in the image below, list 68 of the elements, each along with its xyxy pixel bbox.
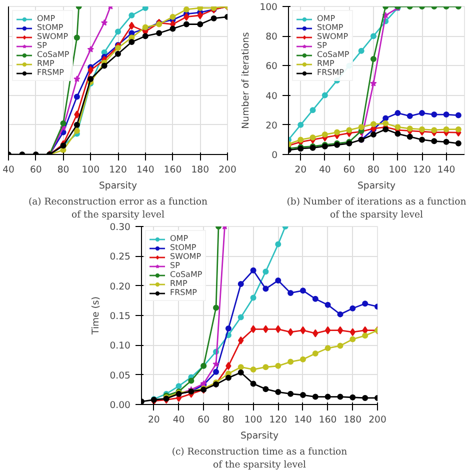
legend-label: OMP xyxy=(37,14,56,23)
x-tick-label: 80 xyxy=(57,164,70,176)
y-tick-label: 20 xyxy=(266,120,278,132)
x-tick-label: 140 xyxy=(437,164,456,176)
y-tick-label: 0.15 xyxy=(110,311,131,322)
x-tick-label: 160 xyxy=(318,414,337,426)
legend-label: CoSaMP xyxy=(317,50,350,59)
x-tick-label: 100 xyxy=(82,164,100,176)
legend-label: SWOMP xyxy=(317,32,348,41)
legend-label: StOMP xyxy=(37,23,64,32)
y-axis-title: Number of iterations xyxy=(240,32,252,129)
legend-label: OMP xyxy=(317,14,336,23)
x-tick-label: 60 xyxy=(198,414,210,426)
legend-label: RMP xyxy=(37,59,56,68)
x-tick-label: 20 xyxy=(294,164,307,176)
x-tick-label: 100 xyxy=(388,164,407,176)
x-tick-label: 40 xyxy=(172,414,185,426)
x-tick-label: 140 xyxy=(136,164,154,176)
x-axis-title: Sparsity xyxy=(98,180,138,192)
x-tick-label: 180 xyxy=(191,164,210,176)
text: (b) Number of iterations as a function of the sparsity level xyxy=(286,196,466,220)
x-tick-label: 20 xyxy=(148,414,160,426)
x-tick-label: 40 xyxy=(2,164,14,176)
legend-label: FRSMP xyxy=(37,68,64,77)
x-tick-label: 180 xyxy=(344,414,362,426)
legend-label: FRSMP xyxy=(170,288,197,297)
x-tick-label: 40 xyxy=(318,164,331,176)
legend-label: FRSMP xyxy=(317,68,344,77)
x-axis-title: Sparsity xyxy=(357,180,396,192)
x-tick-label: 60 xyxy=(30,164,42,176)
text: (c) Reconstruction time as a function of the sparsity level xyxy=(172,446,348,470)
legend-label: StOMP xyxy=(317,23,344,32)
y-tick-label: 60 xyxy=(266,61,278,72)
text: (a) Reconstruction error as a function of the sparsity level xyxy=(28,196,208,220)
y-tick-label: 0.05 xyxy=(110,370,131,382)
y-tick-label: 0 xyxy=(272,150,278,161)
y-axis-title: Time (s) xyxy=(90,296,102,336)
legend-label: SWOMP xyxy=(170,252,202,261)
legend-label: SWOMP xyxy=(37,32,68,41)
legend-label: RMP xyxy=(170,279,188,288)
y-tick-label: 0.30 xyxy=(110,222,131,233)
x-tick-label: 100 xyxy=(244,414,262,426)
legend-label: CoSaMP xyxy=(37,50,70,59)
x-tick-label: 140 xyxy=(294,414,312,426)
y-tick-label: 80 xyxy=(266,32,278,43)
y-tick-label: 0.25 xyxy=(110,252,131,263)
x-tick-label: 80 xyxy=(368,164,380,176)
legend-label: SP xyxy=(317,41,328,50)
y-tick-label: 100 xyxy=(260,2,278,13)
legend-label: RMP xyxy=(317,59,336,68)
legend-label: SP xyxy=(37,41,48,50)
legend-label: SP xyxy=(170,261,181,270)
y-tick-label: 0.10 xyxy=(110,340,131,352)
legend-label: CoSaMP xyxy=(170,270,202,279)
x-tick-label: 120 xyxy=(413,164,431,176)
x-tick-label: 200 xyxy=(218,164,236,176)
x-tick-label: 80 xyxy=(222,414,234,426)
x-axis-title: Sparsity xyxy=(240,430,279,442)
x-tick-label: 60 xyxy=(343,164,356,176)
x-tick-label: 120 xyxy=(109,164,127,176)
y-tick-label: 40 xyxy=(266,90,278,102)
x-tick-label: 120 xyxy=(269,414,288,426)
y-tick-label: 0.00 xyxy=(110,400,131,411)
x-tick-label: 160 xyxy=(164,164,182,176)
x-tick-label: 200 xyxy=(368,414,386,426)
legend-label: OMP xyxy=(170,234,190,243)
y-tick-label: 0.20 xyxy=(110,281,131,292)
legend-label: StOMP xyxy=(170,243,196,252)
